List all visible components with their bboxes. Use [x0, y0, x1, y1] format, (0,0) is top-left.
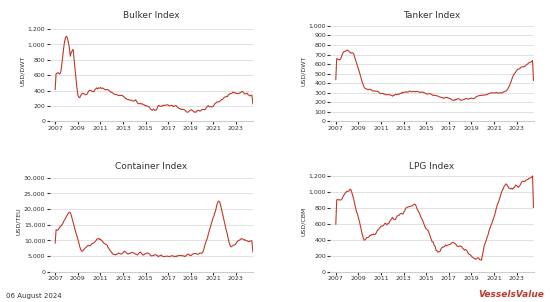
Title: Bulker Index: Bulker Index [123, 11, 179, 20]
Text: 06 August 2024: 06 August 2024 [6, 293, 61, 299]
Y-axis label: USD/CBM: USD/CBM [300, 207, 306, 236]
Y-axis label: USD/TEU: USD/TEU [16, 208, 21, 236]
Title: LPG Index: LPG Index [409, 162, 454, 171]
Y-axis label: USD/DWT: USD/DWT [20, 56, 25, 86]
Title: Container Index: Container Index [115, 162, 188, 171]
Text: VesselsValue: VesselsValue [478, 290, 544, 299]
Title: Tanker Index: Tanker Index [403, 11, 460, 20]
Y-axis label: USD/DWT: USD/DWT [301, 56, 306, 86]
